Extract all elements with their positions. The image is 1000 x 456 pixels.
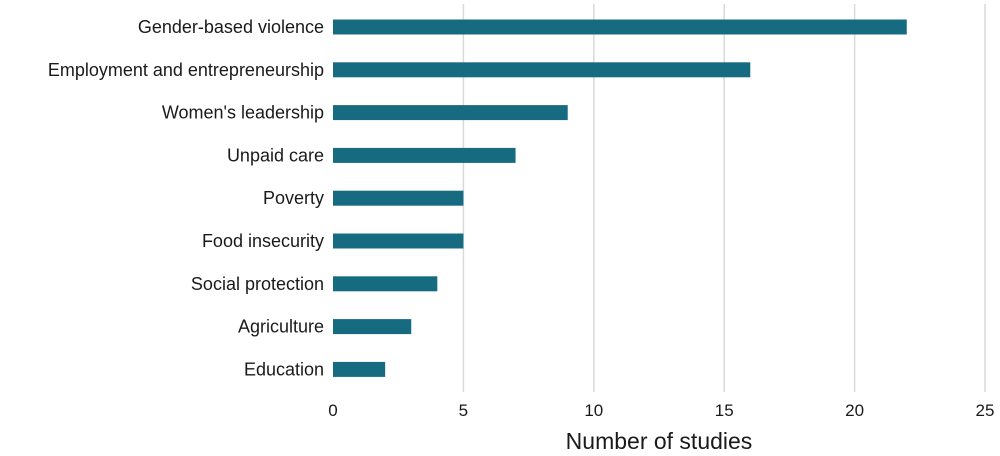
- category-label-4: Poverty: [263, 188, 324, 208]
- x-tick-label-5: 5: [459, 401, 468, 420]
- bar-8: [333, 361, 386, 377]
- bar-1: [333, 62, 751, 78]
- x-tick-label-25: 25: [976, 401, 995, 420]
- category-labels: Gender-based violence Employment and entr…: [48, 17, 324, 379]
- x-tick-label-20: 20: [845, 401, 864, 420]
- x-tick-label-10: 10: [584, 401, 603, 420]
- category-label-0: Gender-based violence: [138, 17, 324, 37]
- bar-7: [333, 319, 412, 335]
- bar-4: [333, 190, 464, 206]
- category-label-7: Agriculture: [238, 317, 324, 337]
- category-label-6: Social protection: [191, 274, 324, 294]
- bar-2: [333, 105, 568, 121]
- category-label-8: Education: [244, 359, 324, 379]
- bar-3: [333, 147, 516, 163]
- x-tick-labels: 0 5 10 15 20 25: [328, 401, 994, 420]
- bar-0: [333, 19, 907, 35]
- x-tick-label-15: 15: [715, 401, 734, 420]
- bar-6: [333, 276, 438, 292]
- category-label-3: Unpaid care: [227, 145, 324, 165]
- bar-5: [333, 233, 464, 249]
- x-tick-label-0: 0: [328, 401, 337, 420]
- bars: [333, 19, 907, 377]
- category-label-2: Women's leadership: [162, 103, 324, 123]
- gridlines: [462, 4, 986, 392]
- x-axis-title: Number of studies: [566, 428, 753, 454]
- category-label-5: Food insecurity: [202, 231, 324, 251]
- category-label-1: Employment and entrepreneurship: [48, 60, 324, 80]
